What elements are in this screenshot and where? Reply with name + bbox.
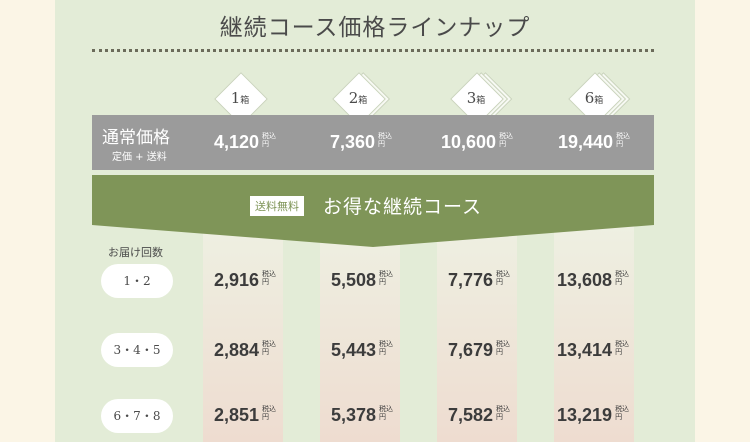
box-count-label: 3箱	[466, 89, 486, 107]
box-count-label: 2箱	[348, 89, 368, 107]
normal-price-3: 10,600 税込円	[441, 132, 514, 152]
column-bg	[437, 225, 517, 442]
column-bg	[554, 225, 634, 442]
column-bg	[320, 225, 400, 442]
normal-price-label: 通常価格	[102, 128, 170, 148]
delivery-pill: 1・2	[101, 264, 173, 298]
column-bg	[203, 225, 283, 442]
box-badge-1: 1箱	[214, 72, 268, 126]
row-price: 13,414 税込円	[557, 340, 630, 360]
box-count-label: 1箱	[230, 89, 250, 107]
row-price: 13,219 税込円	[557, 405, 630, 425]
banner-arrow	[92, 225, 654, 247]
delivery-count-label: お届け回数	[108, 246, 163, 259]
normal-price-1: 4,120 税込円	[214, 132, 277, 152]
delivery-pill: 3・4・5	[101, 333, 173, 367]
box-badge-6: 6箱	[568, 72, 631, 126]
delivery-pill: 6・7・8	[101, 399, 173, 433]
course-banner-label: お得な継続コース	[323, 196, 483, 218]
row-price: 5,378 税込円	[331, 405, 394, 425]
row-price: 7,582 税込円	[448, 405, 511, 425]
row-price: 7,776 税込円	[448, 270, 511, 290]
box-count-label: 6箱	[584, 89, 604, 107]
normal-price-2: 7,360 税込円	[330, 132, 393, 152]
row-price: 2,851 税込円	[214, 405, 277, 425]
normal-price-6: 19,440 税込円	[558, 132, 631, 152]
row-price: 2,916 税込円	[214, 270, 277, 290]
row-price: 5,508 税込円	[331, 270, 394, 290]
row-price: 5,443 税込円	[331, 340, 394, 360]
page-title: 継続コース価格ラインナップ	[219, 15, 531, 41]
row-price: 13,608 税込円	[557, 270, 630, 290]
row-price: 7,679 税込円	[448, 340, 511, 360]
box-badge-3: 3箱	[450, 72, 513, 126]
box-badge-2: 2箱	[332, 72, 391, 126]
course-banner	[92, 175, 654, 225]
free-shipping-tag: 送料無料	[250, 196, 304, 216]
dotted-divider	[92, 49, 654, 52]
row-price: 2,884 税込円	[214, 340, 277, 360]
normal-price-sub: 定価 + 送料	[112, 152, 167, 163]
normal-price-bar: 通常価格 定価 + 送料 4,120 税込円 7,360 税込円 10,600 税込円…	[92, 115, 654, 170]
